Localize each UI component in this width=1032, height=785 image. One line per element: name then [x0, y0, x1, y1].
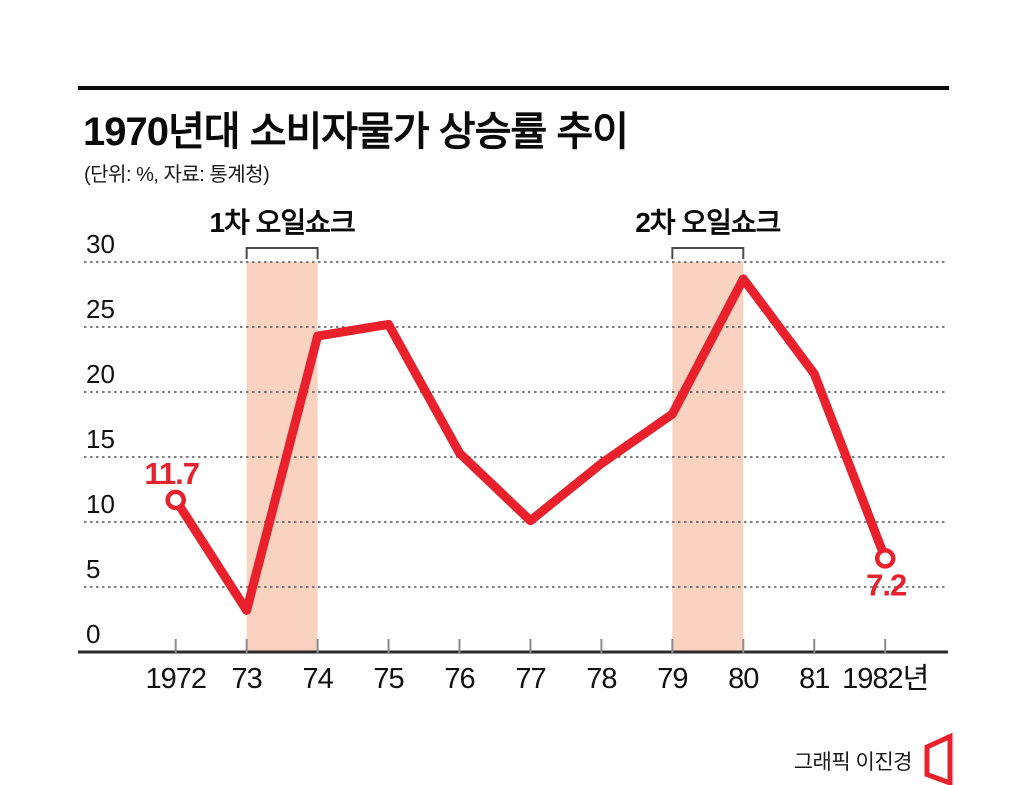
x-tick-label: 74 — [302, 663, 333, 695]
endpoint-value-label: 7.2 — [866, 567, 906, 602]
x-tick-label: 1972 — [145, 663, 206, 695]
x-tick-label: 76 — [444, 663, 474, 695]
annotation-label-2: 2차 오일쇼크 — [635, 207, 780, 238]
y-tick-label: 30 — [86, 229, 115, 259]
y-tick-label: 5 — [86, 554, 100, 584]
x-tick-label: 1982년 — [842, 663, 928, 695]
header-rule — [78, 86, 949, 90]
endpoint-marker — [874, 548, 896, 569]
x-tick-label: 81 — [799, 663, 829, 695]
x-tick-label: 75 — [373, 663, 403, 695]
inflation-line — [171, 274, 890, 615]
bracket-1 — [245, 247, 319, 259]
x-tick-label: 80 — [728, 663, 758, 695]
page-title: 1970년대 소비자물가 상승률 추이 — [83, 110, 629, 154]
x-tick-label: 78 — [586, 663, 616, 695]
publisher-logo-icon — [924, 732, 953, 785]
x-tick-label: 73 — [232, 663, 262, 695]
x-tick-label: 77 — [515, 663, 545, 695]
y-tick-label: 0 — [86, 619, 100, 649]
y-tick-label: 10 — [86, 489, 115, 519]
y-tick-label: 20 — [86, 359, 115, 389]
y-tick-label: 25 — [86, 294, 115, 324]
page-subtitle: (단위: %, 자료: 통계청) — [84, 164, 270, 186]
annotation-label-1: 1차 오일쇼크 — [210, 207, 355, 238]
endpoint-marker — [165, 489, 186, 511]
endpoint-value-label: 11.7 — [144, 456, 199, 491]
x-tick-label: 79 — [657, 663, 687, 695]
bracket-2 — [671, 247, 745, 259]
y-tick-label: 15 — [86, 424, 115, 454]
credit-text: 그래픽 이진경 — [793, 751, 913, 774]
